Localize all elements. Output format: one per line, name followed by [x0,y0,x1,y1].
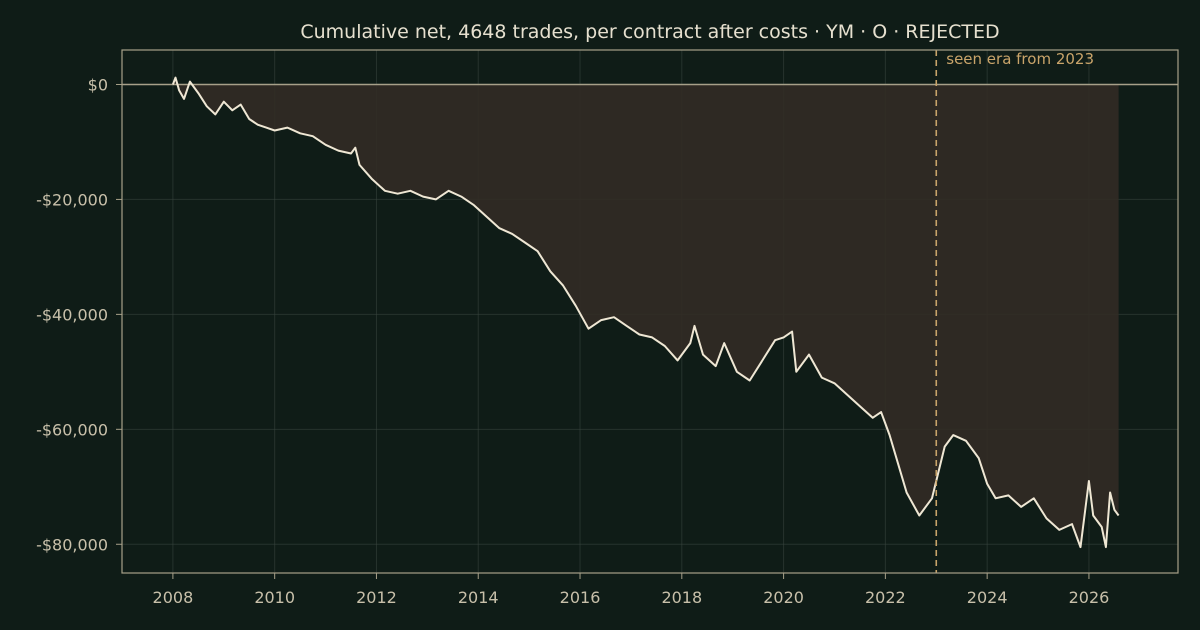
x-tick-label: 2024 [967,588,1008,607]
plot-frame [121,49,1179,574]
x-tick-label: 2018 [661,588,702,607]
chart-title: Cumulative net, 4648 trades, per contrac… [300,21,999,43]
era-marker-label: seen era from 2023 [946,50,1094,68]
y-tick-label: -$20,000 [36,190,108,209]
y-tick-label: -$60,000 [36,420,108,439]
x-axis: 2008 2010 2012 2014 2016 2018 2020 2022 2024 2026 [153,573,1110,607]
x-tick-label: 2022 [865,588,906,607]
x-tick-label: 2008 [153,588,194,607]
x-tick-label: 2020 [763,588,804,607]
x-tick-label: 2014 [458,588,499,607]
y-tick-label: -$40,000 [36,305,108,324]
drawdown-area [172,77,1119,548]
y-tick-label: $0 [88,75,108,94]
x-tick-label: 2010 [254,588,295,607]
y-tick-label: -$80,000 [36,535,108,554]
x-tick-label: 2026 [1069,588,1110,607]
series-line-cumulative-net [171,76,1120,549]
x-tick-label: 2016 [560,588,601,607]
x-tick-label: 2012 [356,588,397,607]
y-axis: $0 -$20,000 -$40,000 -$60,000 -$80,000 [36,75,122,554]
